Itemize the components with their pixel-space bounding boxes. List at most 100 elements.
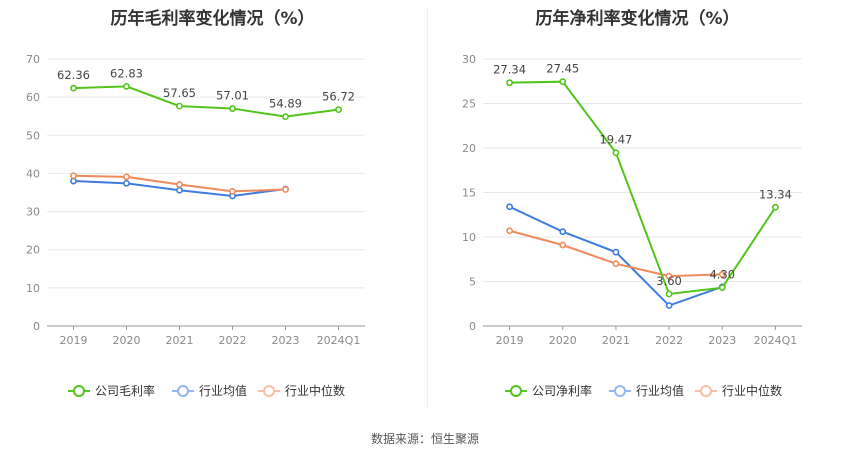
data-point	[665, 302, 673, 309]
data-point	[282, 186, 289, 193]
data-point	[335, 106, 342, 114]
data-point	[718, 284, 726, 292]
gross-margin-title: 历年毛利率变化情况（%）	[110, 9, 315, 29]
data-point	[123, 173, 130, 181]
y-tick-label: 5	[469, 276, 476, 289]
panel-divider	[427, 8, 428, 408]
legend-label: 行业中位数	[722, 383, 782, 398]
x-tick-label: 2021	[166, 334, 194, 347]
data-point	[559, 228, 567, 236]
legend-item: 行业中位数	[258, 383, 345, 398]
data-point	[612, 260, 620, 268]
data-label: 27.45	[546, 62, 579, 76]
data-point	[772, 203, 779, 211]
legend-label: 公司毛利率	[95, 383, 155, 398]
data-point	[229, 187, 236, 195]
series-3	[70, 172, 289, 195]
legend-item: 公司净利率	[505, 383, 592, 398]
data-label: 57.01	[216, 89, 249, 103]
net-margin-panel: 历年净利率变化情况（%） 0 5 10 15 20 25 30 2019 2020 2021 202…	[425, 0, 850, 415]
y-tick-label: 50	[26, 129, 40, 142]
data-point	[176, 102, 183, 110]
data-label: 27.34	[493, 63, 526, 77]
legend-marker	[700, 385, 712, 397]
data-label: 62.36	[57, 68, 90, 82]
net-margin-title: 历年净利率变化情况（%）	[535, 9, 740, 29]
data-source: 数据来源：恒生聚源	[370, 432, 479, 446]
data-label: 62.83	[110, 66, 143, 80]
y-tick-label: 0	[469, 320, 476, 333]
x-tick-label: 2020	[549, 334, 577, 347]
legend-item: 行业中位数	[695, 383, 782, 398]
legend-item: 行业均值	[172, 383, 247, 398]
gross-margin-chart: 0 10 20 30 40 50 60 70 2019 2020 2021 2022 2023 2024Q…	[26, 53, 365, 398]
data-point	[612, 149, 620, 157]
y-tick-label: 10	[26, 282, 40, 295]
data-point	[559, 241, 567, 249]
data-point	[282, 113, 289, 121]
data-point	[612, 248, 620, 256]
series-3	[506, 227, 726, 280]
data-label: 57.65	[163, 86, 196, 100]
legend-label: 公司净利率	[532, 383, 592, 398]
data-point	[506, 203, 513, 211]
data-label: 54.89	[269, 97, 302, 111]
data-label: 13.34	[759, 187, 792, 201]
data-point	[665, 290, 673, 298]
y-tick-label: 60	[26, 91, 40, 104]
data-point	[123, 179, 130, 187]
x-tick-label: 2019	[60, 334, 88, 347]
series-line	[509, 80, 777, 296]
y-tick-label: 15	[462, 187, 476, 200]
y-tick-label: 0	[33, 320, 40, 333]
y-tick-label: 25	[462, 98, 476, 111]
y-tick-label: 40	[26, 167, 40, 180]
data-point	[559, 78, 567, 86]
y-tick-label: 70	[26, 53, 40, 66]
legend-label: 行业均值	[199, 383, 247, 398]
data-point	[70, 177, 77, 185]
data-label: 19.47	[599, 133, 632, 147]
legend-item: 公司毛利率	[68, 383, 155, 398]
x-tick-label: 2024Q1	[317, 334, 361, 347]
legend-label: 行业中位数	[285, 383, 345, 398]
legend-marker	[510, 385, 522, 397]
data-label: 3.60	[656, 274, 682, 288]
y-tick-label: 20	[462, 142, 476, 155]
legend-label: 行业均值	[636, 383, 684, 398]
legend-marker	[177, 385, 189, 397]
data-point	[506, 79, 513, 87]
gross-margin-panel: 历年毛利率变化情况（%） 0 10 20 30 40 50 60 70 2019 2020 2021…	[0, 0, 425, 415]
data-point	[665, 272, 673, 280]
x-tick-label: 2023	[708, 334, 736, 347]
data-point	[176, 186, 183, 194]
data-point	[70, 84, 77, 92]
data-point	[176, 181, 183, 188]
data-point	[229, 105, 236, 112]
x-tick-label: 2020	[113, 334, 141, 347]
legend-marker	[263, 385, 275, 397]
legend-marker	[614, 385, 626, 397]
x-tick-label: 2022	[219, 334, 247, 347]
data-point	[506, 227, 513, 235]
x-tick-label: 2019	[496, 334, 524, 347]
x-tick-label: 2023	[272, 334, 300, 347]
data-point	[70, 172, 77, 180]
y-tick-label: 20	[26, 244, 40, 257]
series-2	[506, 203, 726, 309]
x-tick-label: 2024Q1	[754, 334, 798, 347]
net-margin-chart: 0 5 10 15 20 25 30 2019 2020 2021 2022 2023 2024Q1 27…	[462, 53, 802, 398]
y-tick-label: 30	[26, 206, 40, 219]
legend-marker	[73, 385, 85, 397]
y-tick-label: 10	[462, 231, 476, 244]
legend-item: 行业均值	[609, 383, 684, 398]
series-1: 27.34 27.45 19.47 3.60 4.30 13.34	[493, 62, 792, 298]
series-line	[73, 85, 339, 118]
x-tick-label: 2022	[655, 334, 683, 347]
data-label: 56.72	[322, 90, 355, 104]
y-tick-label: 30	[462, 53, 476, 66]
series-1: 62.36 62.83 57.65 57.01 54.89 56.72	[57, 66, 355, 121]
data-label: 4.30	[709, 268, 735, 282]
data-point	[123, 82, 130, 90]
data-point	[718, 270, 726, 278]
